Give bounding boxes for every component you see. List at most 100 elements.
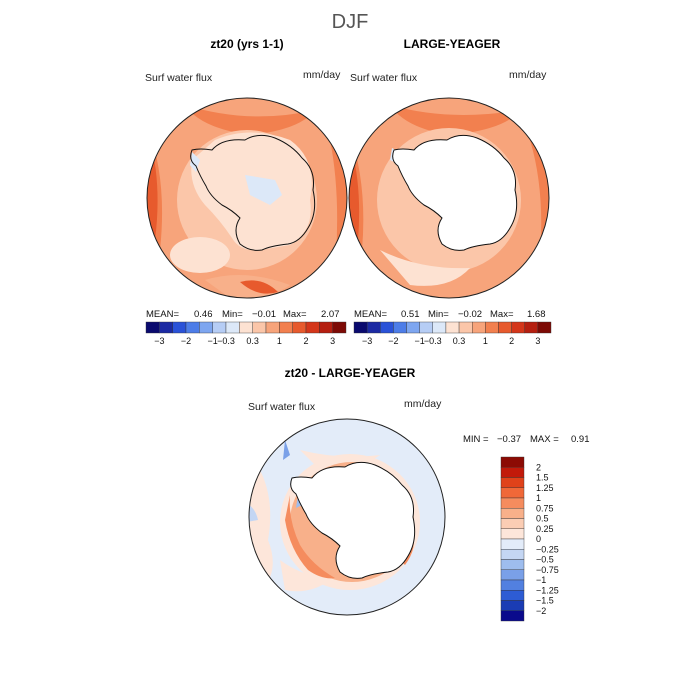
colorbar-tick-label: −1.25 [536,585,559,595]
colorbar-swatch [252,321,267,334]
map-border [248,418,446,616]
colorbar-tick-label: 2 [509,336,514,346]
colorbar-tick-label: −0.5 [536,555,554,565]
colorbar-swatch [212,321,227,334]
colorbar-tick-label: 0.75 [536,503,554,513]
colorbar-tick-label: 3 [535,336,540,346]
colorbar-tick-label: −0.3 [217,336,235,346]
colorbar-swatch [500,528,525,540]
colorbar-swatch [445,321,460,334]
variable-label: Surf water flux [350,72,418,84]
colorbar-swatch [172,321,187,334]
antarctica-landmass [290,461,416,579]
antarctica-coastline [190,134,316,251]
colorbar: 21.51.2510.750.50.250−0.25−0.5−0.75−1−1.… [500,456,559,622]
colorbar-tick-label: −1 [415,336,425,346]
colorbar-swatch [292,321,307,334]
max-label: Max= [490,309,514,320]
colorbar-swatch [225,321,240,334]
colorbar-swatch [500,569,525,581]
colorbar-swatch [239,321,253,334]
colorbar-tick-label: 1.5 [536,473,549,483]
colorbar-swatch [159,321,173,334]
colorbar-swatch [498,321,512,334]
colorbar-tick-label: 0.5 [536,514,549,524]
min-value: −0.02 [458,309,482,320]
colorbar-swatch [419,321,433,334]
colorbar-tick-label: 1 [483,336,488,346]
colorbar-tick-label: 1.25 [536,483,554,493]
colorbar-swatch [500,467,525,478]
min-value: −0.01 [252,309,276,320]
colorbar-tick-label: −0.25 [536,544,559,554]
antarctica-landmass [392,134,518,251]
colorbar-swatch [500,508,525,519]
colorbar-swatch [199,321,213,334]
colorbar-tick-label: −3 [362,336,372,346]
colorbar-tick-label: 1 [536,493,541,503]
stats-line: MEAN= 0.51 Min= −0.02 Max= 1.68 [354,309,546,320]
panel-zt20: zt20 (yrs 1-1) Surf water flux mm/day ME… [145,37,348,346]
colorbar-swatch [500,518,525,529]
colorbar-swatch [472,321,486,334]
mean-label: MEAN= [354,309,387,320]
colorbar-tick-label: −1 [208,336,218,346]
colorbar-tick-label: −1 [536,575,546,585]
season-title: DJF [332,11,369,33]
panel-large-yeager: LARGE-YEAGER Surf water flux mm/day MEAN… [348,37,552,346]
colorbar: −3 −2 −1 −0.3 0.3 1 2 3 [353,321,552,346]
colorbar-swatch [500,549,525,560]
mean-label: MEAN= [146,309,179,320]
mean-value: 0.46 [194,309,213,320]
colorbar: −3 −2 −1 −0.3 0.3 1 2 3 [145,321,347,346]
map-border [348,97,550,299]
colorbar-swatch [500,610,525,622]
colorbar-swatch [524,321,539,334]
colorbar-tick-label: 1 [277,336,282,346]
min-value: −0.37 [497,434,521,445]
min-label: Min= [428,309,449,320]
colorbar-swatch [500,477,525,488]
variable-label: Surf water flux [248,401,316,413]
colorbar-swatch [537,321,552,334]
colorbar-swatch [500,579,525,591]
max-label: Max= [283,309,307,320]
colorbar-swatch [485,321,499,334]
colorbar-tick-label: 3 [330,336,335,346]
colorbar-swatch [366,321,381,334]
colorbar-tick-label: 0 [536,534,541,544]
colorbar-tick-label: −0.75 [536,565,559,575]
colorbar-swatch [458,321,473,334]
max-value: 0.91 [571,434,590,445]
colorbar-swatch [305,321,320,334]
max-label: MAX = [530,434,559,445]
variable-label: Surf water flux [145,72,213,84]
colorbar-swatch [500,456,525,468]
colorbar-tick-label: 0.3 [453,336,466,346]
colorbar-tick-label: 0.3 [246,336,259,346]
colorbar-swatch [406,321,420,334]
colorbar-tick-label: −2 [181,336,191,346]
range-readout: MIN = −0.37 MAX = 0.91 [463,434,590,445]
colorbar-swatch [432,321,447,334]
max-value: 2.07 [321,309,340,320]
colorbar-swatch [393,321,407,334]
colorbar-swatch [185,321,200,334]
colorbar-swatch [332,321,347,334]
colorbar-tick-label: 0.25 [536,524,554,534]
colorbar-swatch [500,600,525,611]
colorbar-tick-label: −2 [388,336,398,346]
colorbar-tick-label: −1.5 [536,596,554,606]
colorbar-swatch [145,321,160,334]
min-label: Min= [222,309,243,320]
colorbar-tick-label: 2 [536,462,541,472]
colorbar-tick-label: −0.3 [424,336,442,346]
colorbar-swatch [511,321,525,334]
colorbar-swatch [380,321,394,334]
units-label: mm/day [303,69,341,81]
colorbar-swatch [500,487,525,499]
colorbar-swatch [319,321,333,334]
units-label: mm/day [509,69,547,81]
polar-map [147,98,347,298]
